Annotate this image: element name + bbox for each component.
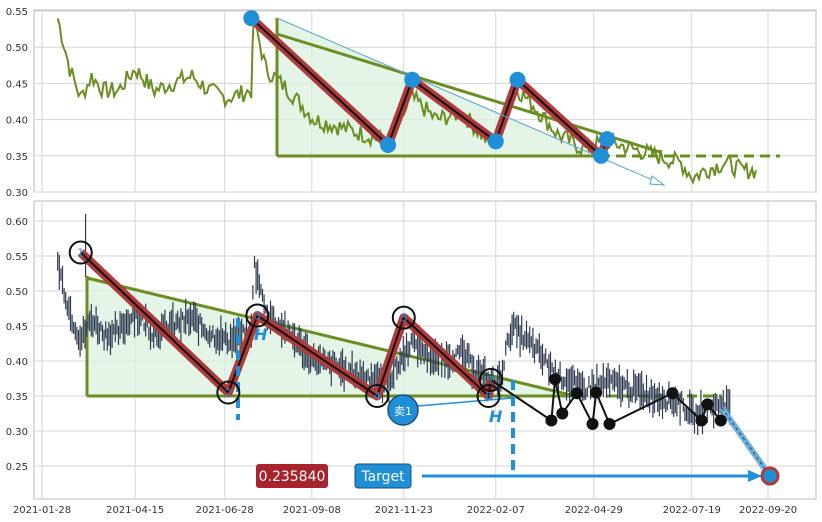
top-y-tick-label: 0.35 xyxy=(6,152,28,163)
top-y-tick-label: 0.30 xyxy=(6,188,28,199)
target-arrow-head xyxy=(748,470,762,482)
x-tick-label: 2022-04-29 xyxy=(565,505,623,516)
black-dot xyxy=(556,407,569,420)
x-tick-label: 2021-06-28 xyxy=(196,505,254,516)
wave-label-circle xyxy=(245,303,270,328)
black-dot xyxy=(590,386,603,399)
top-y-tick-label: 0.55 xyxy=(6,7,28,18)
wave-label-circle xyxy=(216,380,241,405)
wave-label-text: 3 xyxy=(254,310,261,323)
bottom-wave-core xyxy=(80,251,492,399)
x-tick-label: 2022-02-07 xyxy=(467,505,525,516)
wave-labels: 1 2 3 4 5 6 7 xyxy=(68,240,503,408)
wave-label-text: 6 xyxy=(485,390,492,403)
top-wave-dots xyxy=(243,10,616,164)
top-y-axis: 0.30 0.35 0.40 0.45 0.50 0.55 xyxy=(6,7,28,199)
bottom-x-axis: 2021-01-28 2021-04-15 2021-06-28 2021-09-08… xyxy=(13,505,797,516)
top-y-tick-label: 0.45 xyxy=(6,79,28,90)
x-tick-label: 2022-09-20 xyxy=(739,505,797,516)
top-downtrend-line xyxy=(276,32,661,154)
target-point xyxy=(760,466,780,486)
wave-label-circle xyxy=(365,384,390,408)
h-marker-2: H xyxy=(489,407,503,426)
wave-label-circle xyxy=(476,384,501,408)
black-dot xyxy=(545,414,558,427)
black-dots xyxy=(545,373,727,430)
top-wave-dot xyxy=(243,10,260,27)
top-y-tick-label: 0.40 xyxy=(6,116,28,127)
bottom-downtrend-line xyxy=(86,276,576,398)
target-badge xyxy=(354,463,412,489)
wave-label-circle xyxy=(68,240,93,265)
x-tick-label: 2021-04-15 xyxy=(106,505,164,516)
top-wave-dot xyxy=(404,71,421,88)
wave-label-text: 1 xyxy=(77,247,84,260)
x-tick-label: 2022-07-19 xyxy=(663,505,721,516)
bottom-y-tick-label: 0.50 xyxy=(6,287,28,298)
bottom-y-tick-label: 0.35 xyxy=(6,392,28,403)
black-dot xyxy=(603,418,616,430)
top-wave-dot xyxy=(380,136,397,153)
price-value: 0.235840 xyxy=(259,469,326,485)
bottom-wave-path xyxy=(77,249,496,401)
top-arrow-head xyxy=(649,175,666,186)
black-dot xyxy=(586,418,599,430)
black-dot xyxy=(666,387,679,400)
price-badge xyxy=(256,464,328,488)
black-dot xyxy=(701,398,714,411)
bottom-y-tick-label: 0.45 xyxy=(6,322,28,333)
sell-pointer-line xyxy=(417,397,513,407)
x-tick-label: 2021-09-08 xyxy=(283,505,341,516)
sell-bubble xyxy=(387,394,419,426)
top-wave-dot xyxy=(487,133,504,150)
wave-label-text: 5 xyxy=(400,312,407,325)
bottom-y-axis: 0.25 0.30 0.35 0.40 0.45 0.50 0.55 0.60 xyxy=(6,217,28,473)
target-label: Target xyxy=(360,469,405,485)
top-wave-dot xyxy=(599,131,616,148)
top-y-tick-label: 0.50 xyxy=(6,43,28,54)
wave-label-circle xyxy=(391,305,416,330)
x-tick-label: 2021-01-28 xyxy=(13,505,71,516)
bottom-candles xyxy=(57,214,731,436)
bottom-y-tick-label: 0.60 xyxy=(6,217,28,228)
wave-label-text: 7 xyxy=(487,374,494,387)
bottom-y-tick-label: 0.30 xyxy=(6,427,28,438)
wave-label-text: 2 xyxy=(225,387,232,400)
black-dot xyxy=(695,414,708,427)
wave-label-circle xyxy=(478,367,503,392)
black-dot xyxy=(570,387,583,400)
bottom-y-tick-label: 0.55 xyxy=(6,252,28,263)
h-marker-1: H xyxy=(254,325,268,344)
top-wave-dot xyxy=(593,147,610,164)
bottom-y-tick-label: 0.25 xyxy=(6,462,28,473)
top-wave-dot xyxy=(509,71,526,88)
black-dot xyxy=(714,414,727,427)
sell-label: 卖1 xyxy=(394,405,412,418)
black-dot xyxy=(549,373,562,386)
projection-line-inner xyxy=(721,407,771,477)
x-tick-label: 2021-11-23 xyxy=(375,505,433,516)
wave-label-text: 4 xyxy=(374,390,381,403)
bottom-y-tick-label: 0.40 xyxy=(6,357,28,368)
